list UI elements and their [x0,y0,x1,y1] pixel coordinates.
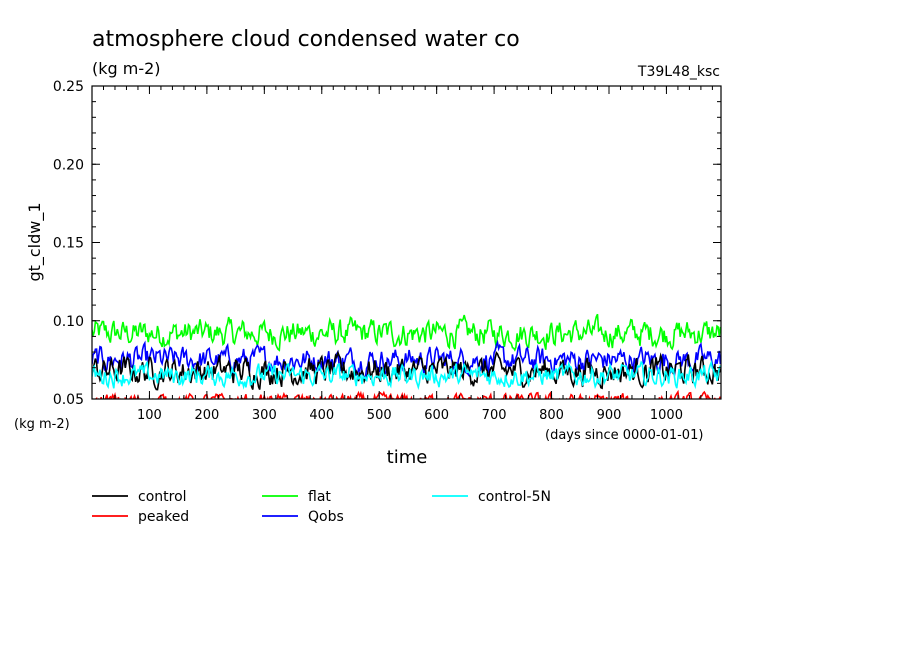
legend-label-control-5n: control-5N [478,489,551,505]
x-tick-label: 1000 [650,408,683,423]
series-line-control [92,350,721,391]
series-line-flat [92,313,721,352]
legend-label-peaked: peaked [138,509,189,525]
y-tick-label: 0.20 [53,157,84,173]
chart-title: atmosphere cloud condensed water co [92,27,520,52]
series-line-peaked [94,389,721,399]
y-tick-label: 0.05 [53,392,84,408]
legend-label-control: control [138,489,187,505]
x-unit-label: (days since 0000-01-01) [545,428,703,443]
series-lines [92,313,721,399]
x-tick-label: 100 [137,408,162,423]
x-tick-label: 600 [424,408,449,423]
x-tick-label: 700 [482,408,507,423]
axis-ticks: 0.05 0.10 0.15 0.20 0.25 100 200 300 400 500 600 70… [53,79,721,423]
legend: control flat control-5N peaked Qobs [92,489,551,525]
x-tick-label: 200 [194,408,219,423]
x-tick-label: 800 [539,408,564,423]
x-axis-label: time [387,447,428,468]
y-axis-label: gt_cldw_1 [25,202,45,281]
legend-label-flat: flat [308,489,331,505]
x-tick-label: 900 [597,408,622,423]
x-tick-label: 300 [252,408,277,423]
y-tick-label: 0.10 [53,314,84,330]
chart-subtitle: (kg m-2) [92,59,161,78]
x-tick-label: 500 [367,408,392,423]
y-tick-label: 0.15 [53,236,84,252]
legend-label-qobs: Qobs [308,509,344,525]
x-tick-label: 400 [309,408,334,423]
y-tick-label: 0.25 [53,79,84,95]
y-unit-label: (kg m-2) [14,417,70,432]
series-line-control-5n [92,359,721,391]
experiment-label: T39L48_ksc [637,64,720,80]
